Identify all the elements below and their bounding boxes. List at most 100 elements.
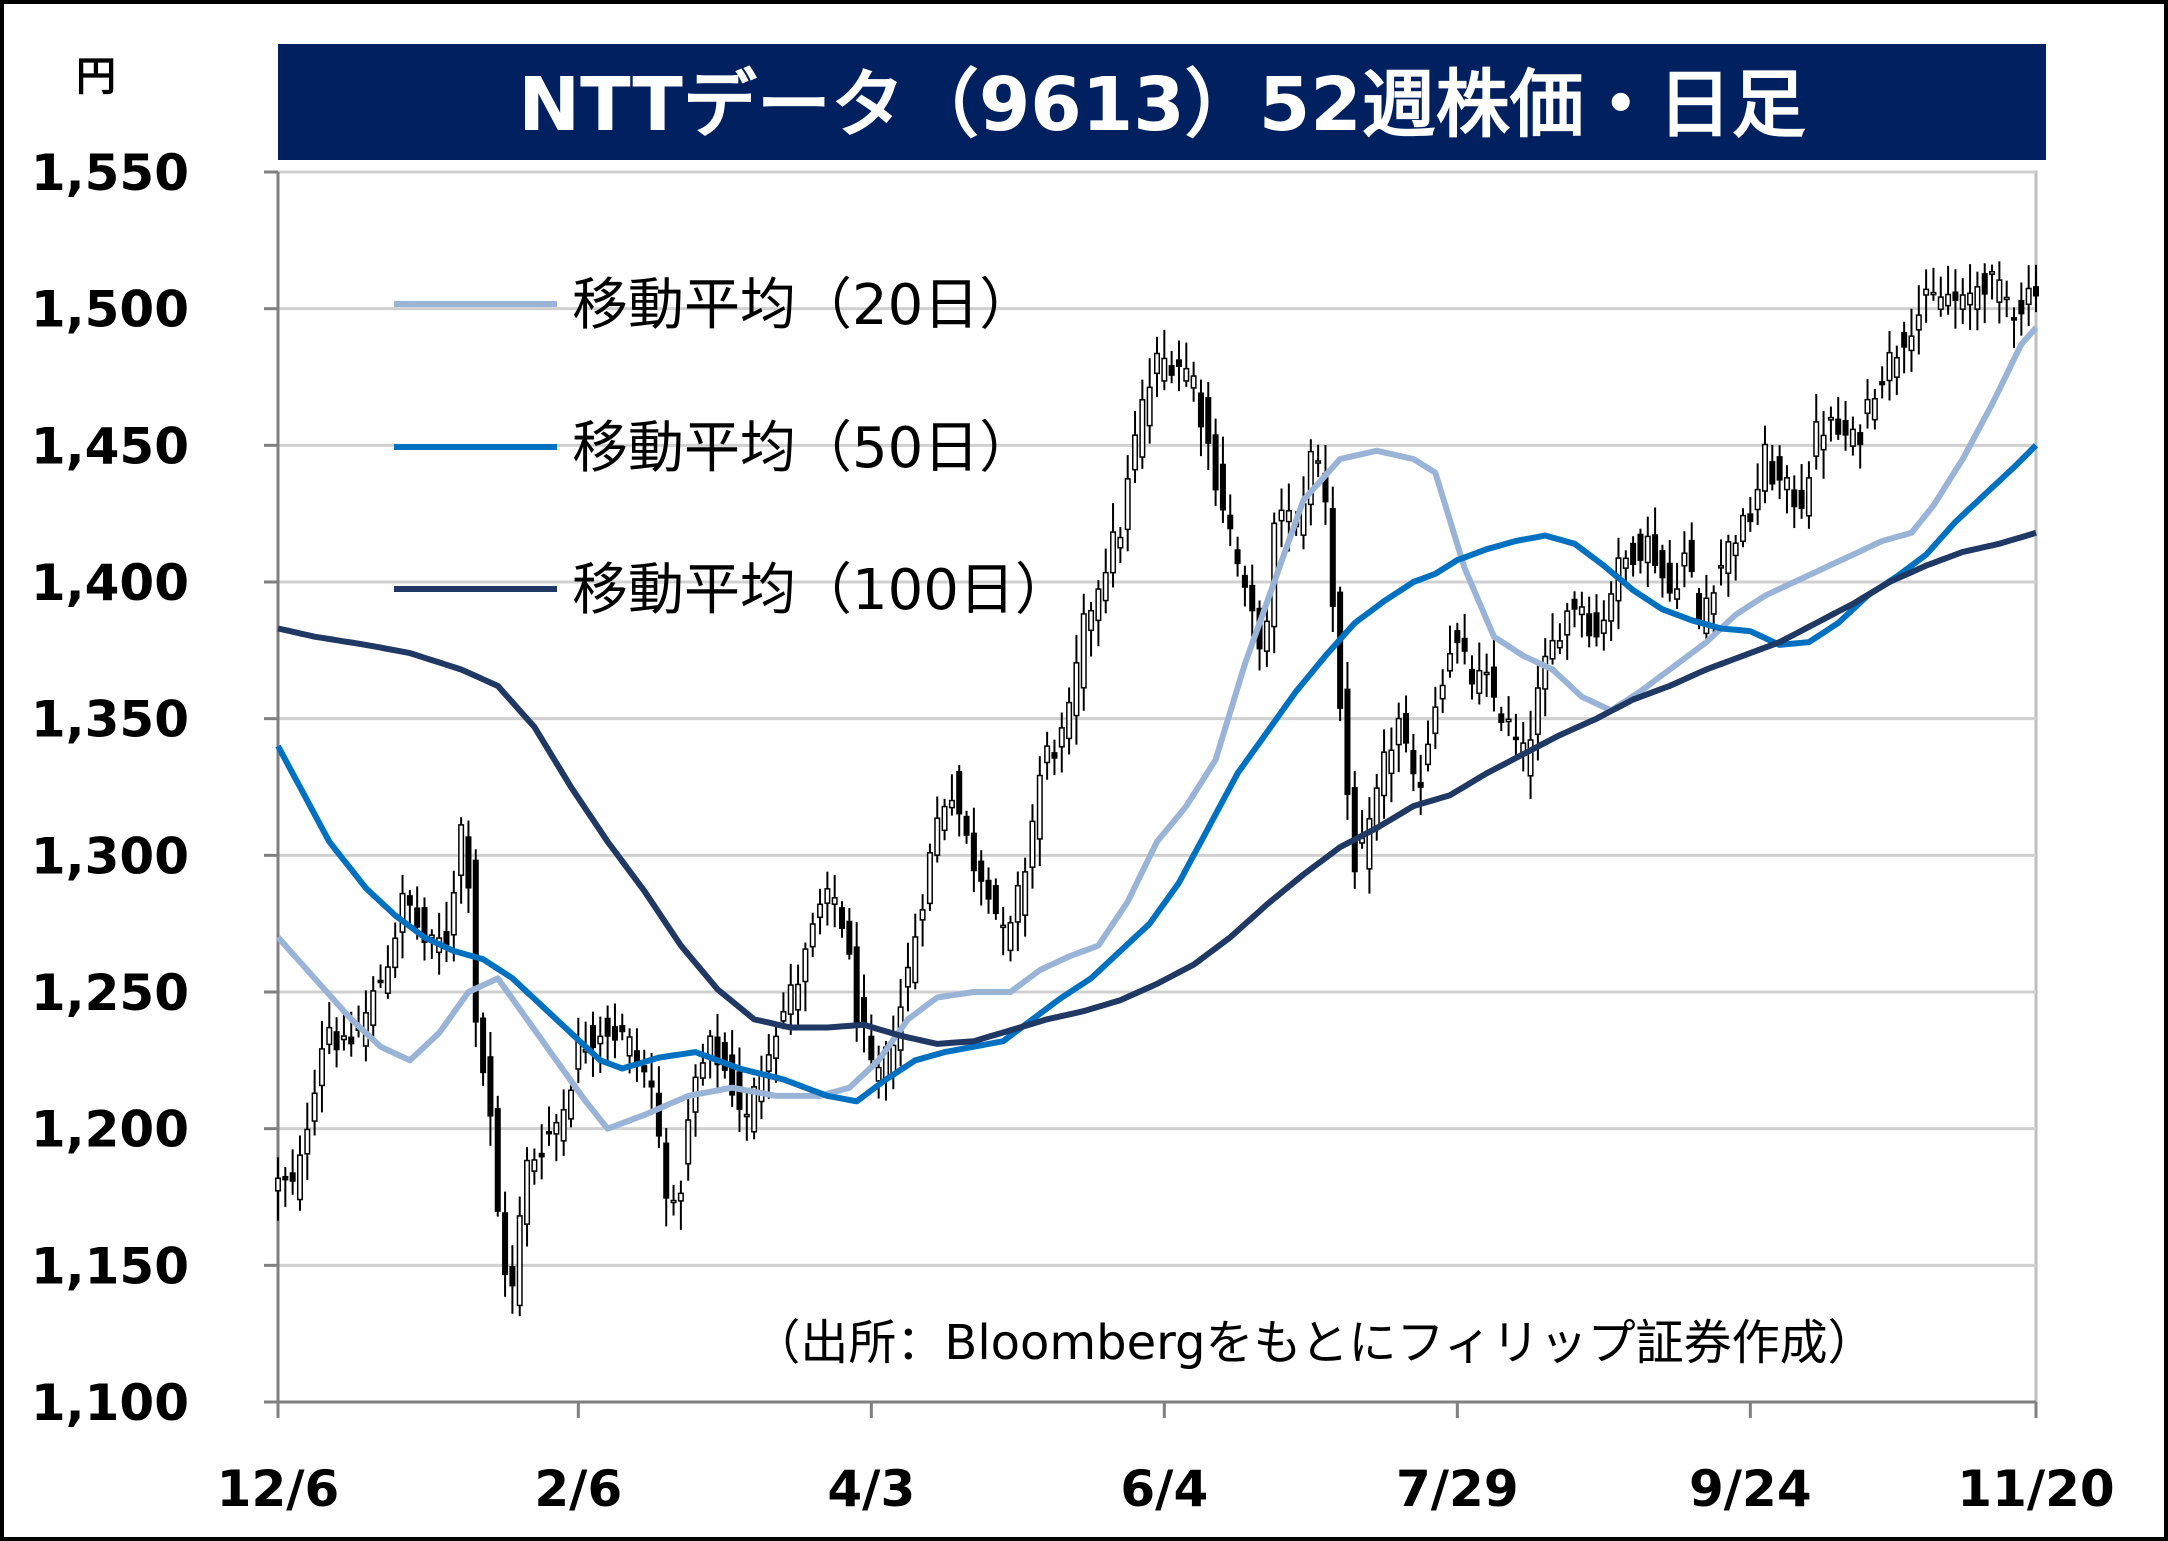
- candlestick: [1989, 264, 1996, 300]
- candle-body-up: [919, 909, 926, 921]
- candle-body-up: [1871, 398, 1878, 421]
- candlestick: [1908, 308, 1915, 372]
- candlestick: [1425, 720, 1432, 772]
- candlestick: [1080, 593, 1087, 711]
- x-tick-label: 12/6: [217, 1460, 340, 1518]
- candle-body-up: [1029, 820, 1036, 868]
- candle-body-down: [487, 1056, 494, 1117]
- candle-body-down: [1454, 630, 1461, 644]
- candle-body-up: [1915, 314, 1922, 331]
- candle-body-up: [1263, 620, 1270, 652]
- candlestick: [1981, 263, 1988, 324]
- candle-body-up: [296, 1154, 303, 1201]
- candle-body-up: [824, 888, 831, 904]
- candlestick: [831, 875, 838, 928]
- candle-body-down: [1952, 291, 1959, 301]
- candle-body-up: [809, 923, 816, 948]
- candlestick: [377, 964, 384, 988]
- candlestick: [2018, 282, 2025, 336]
- candle-body-up: [458, 824, 465, 877]
- candlestick: [1483, 653, 1490, 698]
- candlestick: [524, 1147, 531, 1247]
- candlestick: [992, 878, 999, 920]
- candle-body-down: [1901, 332, 1908, 348]
- candlestick: [1102, 548, 1109, 614]
- candlestick: [919, 894, 926, 947]
- candlestick: [853, 921, 860, 1042]
- axis-layer: 1,100 1,150 1,200 1,250 1,300 1,350 1,400 1,450…: [31, 144, 2115, 1518]
- candlestick: [1813, 393, 1820, 470]
- candle-body-up: [1644, 535, 1651, 564]
- candlestick: [1359, 810, 1366, 849]
- candlestick: [1315, 444, 1322, 478]
- candlestick: [1915, 285, 1922, 355]
- candlestick: [1593, 594, 1600, 647]
- candlestick: [362, 990, 369, 1062]
- candle-body-down: [1410, 750, 1417, 775]
- candlestick: [575, 1017, 582, 1084]
- candlestick: [648, 1052, 655, 1116]
- candle-body-down: [839, 907, 846, 929]
- candle-body-down: [714, 1036, 721, 1066]
- candle-body-up: [1307, 450, 1314, 506]
- candle-body-up: [780, 1011, 787, 1022]
- candlestick: [1754, 463, 1761, 525]
- candlestick: [1681, 531, 1688, 588]
- candle-body-down: [1512, 736, 1519, 741]
- candle-body-down: [1468, 668, 1475, 685]
- candlestick: [641, 1049, 648, 1088]
- candlestick: [1344, 661, 1351, 820]
- candlestick: [1278, 488, 1285, 548]
- candlestick: [480, 1012, 487, 1086]
- candle-body-up: [304, 1128, 311, 1155]
- candle-body-up: [1893, 357, 1900, 378]
- candlestick: [502, 1191, 509, 1297]
- candlestick: [1234, 536, 1241, 577]
- candle-body-down: [494, 1108, 501, 1212]
- candle-body-up: [1036, 774, 1043, 840]
- candle-body-up: [890, 1044, 897, 1075]
- candle-body-down: [1461, 637, 1468, 652]
- candle-body-up: [1534, 687, 1541, 736]
- candle-body-up: [1527, 739, 1534, 777]
- candle-body-down: [1490, 666, 1497, 698]
- candle-body-up: [1813, 421, 1820, 457]
- chart-title: NTTデータ（9613）52週株価・日足: [518, 62, 1806, 148]
- candle-body-up: [1366, 818, 1373, 870]
- candlestick: [934, 796, 941, 863]
- candlestick: [1329, 486, 1336, 633]
- candle-body-down: [963, 815, 970, 836]
- candlestick: [589, 1011, 596, 1077]
- candlestick: [567, 1081, 575, 1128]
- candle-body-down: [589, 1025, 596, 1049]
- candlestick: [1322, 444, 1329, 525]
- candle-body-up: [1315, 460, 1322, 464]
- candle-body-up: [1110, 531, 1117, 574]
- candlestick: [1476, 642, 1483, 705]
- candle-body-up: [1066, 701, 1073, 740]
- candlestick: [1718, 539, 1725, 586]
- candle-body-up: [1710, 592, 1717, 615]
- candle-body-down: [282, 1175, 289, 1181]
- candle-body-down: [1227, 514, 1234, 530]
- candlestick: [1644, 516, 1651, 588]
- candlestick: [1014, 871, 1021, 952]
- candle-body-down: [546, 1130, 553, 1135]
- candlestick: [1388, 727, 1395, 803]
- candlestick: [370, 976, 377, 1041]
- candlestick: [399, 874, 406, 959]
- candlestick: [384, 945, 391, 999]
- candle-body-up: [1058, 727, 1065, 748]
- candle-body-up: [817, 903, 824, 919]
- candle-body-down: [1696, 593, 1703, 622]
- candlestick: [941, 798, 948, 841]
- candlestick: [1630, 536, 1637, 577]
- candlestick: [2011, 307, 2018, 348]
- candle-body-up: [1974, 286, 1981, 310]
- candlestick: [1153, 336, 1161, 398]
- candlestick: [677, 1180, 684, 1230]
- candle-body-down: [985, 879, 992, 900]
- candle-body-up: [1146, 386, 1153, 427]
- candle-body-up: [1761, 443, 1768, 492]
- candle-body-up: [326, 1026, 333, 1046]
